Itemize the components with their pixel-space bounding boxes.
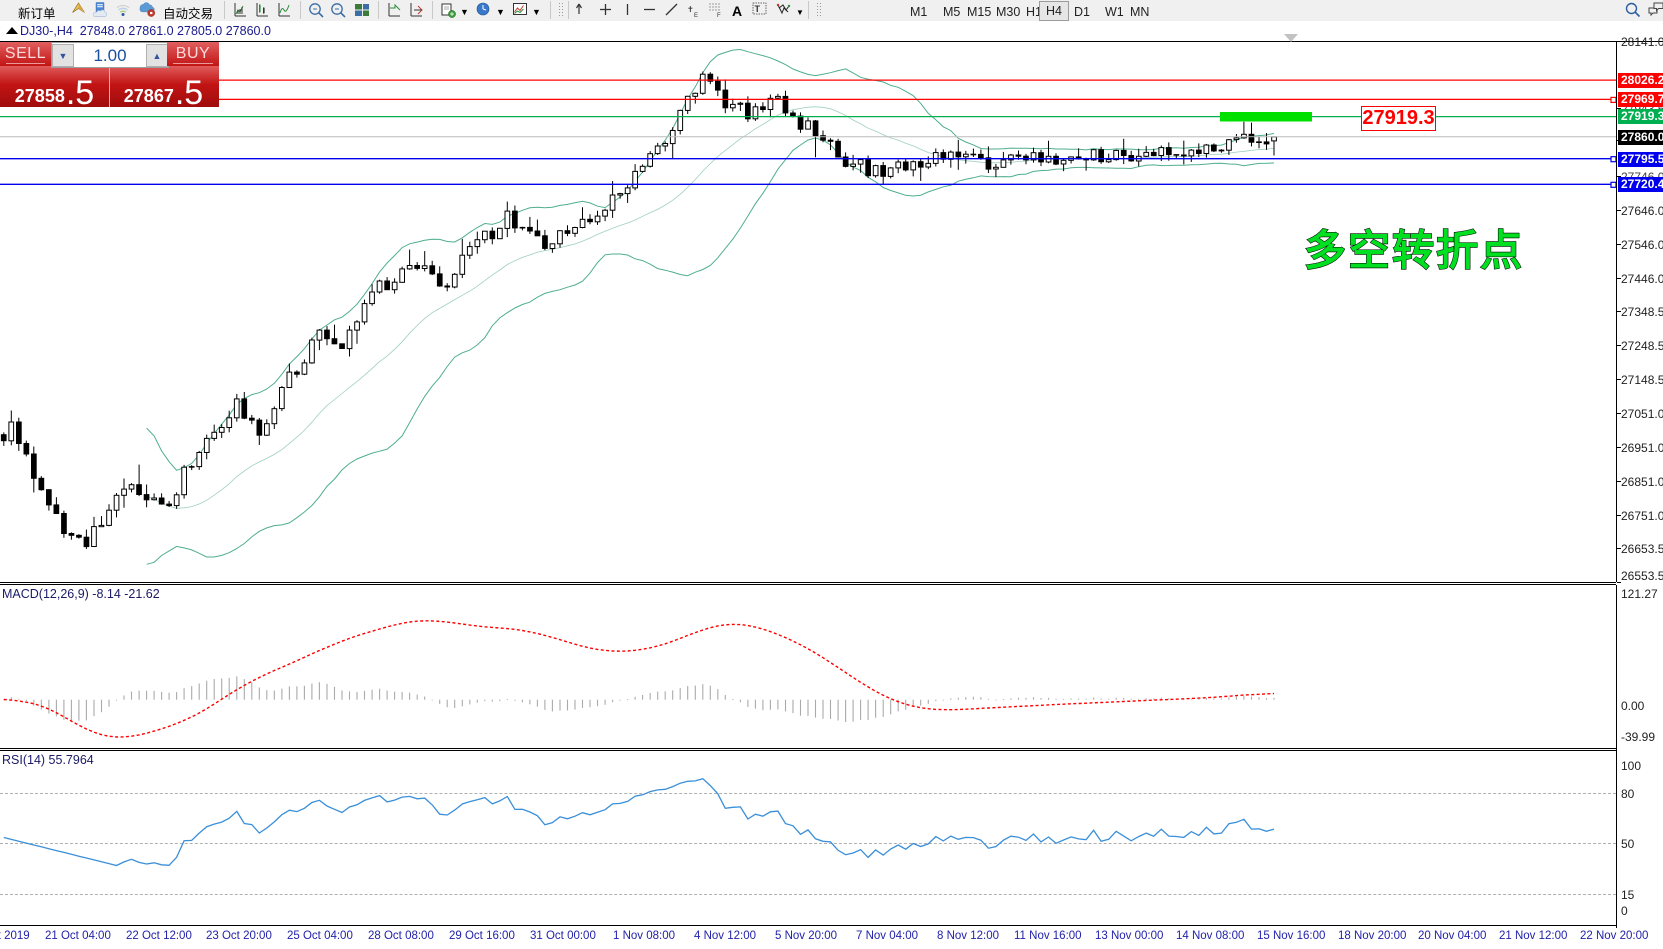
- svg-text:E: E: [694, 13, 698, 19]
- svg-text:F: F: [717, 13, 721, 19]
- svg-text:多空转折点: 多空转折点: [1304, 227, 1524, 274]
- svg-text:✝: ✝: [687, 5, 694, 14]
- svg-text:T: T: [755, 4, 761, 14]
